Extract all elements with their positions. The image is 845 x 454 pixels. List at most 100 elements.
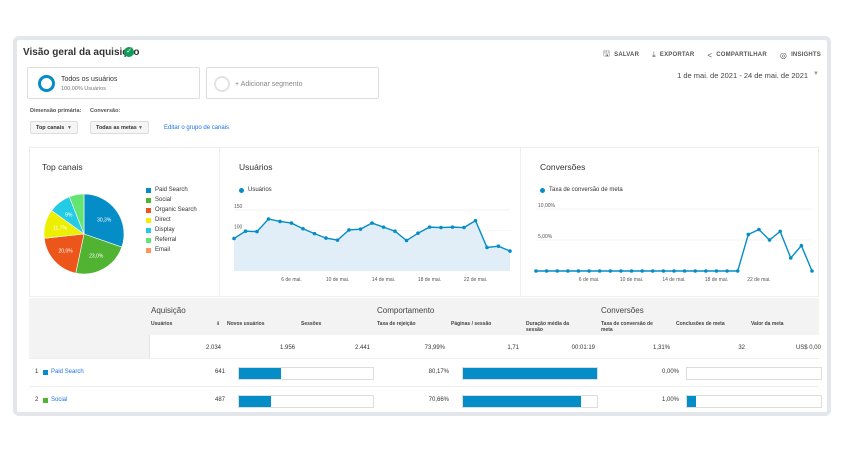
column-sessions[interactable]: Sessões bbox=[301, 321, 322, 327]
data-point[interactable] bbox=[544, 269, 549, 273]
save-button[interactable]: 🖫 SALVAR bbox=[603, 48, 639, 62]
legend-label: Referral bbox=[155, 237, 177, 243]
data-point[interactable] bbox=[555, 269, 560, 273]
data-point[interactable] bbox=[370, 221, 374, 225]
primary-dimension-select[interactable]: Top canais ▼ bbox=[30, 121, 78, 134]
conversion-value: 0,00% bbox=[661, 369, 679, 375]
data-point[interactable] bbox=[629, 269, 634, 273]
column-new-users[interactable]: Novos usuários bbox=[227, 321, 265, 327]
data-point[interactable] bbox=[381, 225, 386, 229]
data-point[interactable] bbox=[232, 236, 236, 241]
data-point[interactable] bbox=[799, 243, 804, 248]
data-point[interactable] bbox=[358, 227, 363, 231]
legend-item-display: Display bbox=[146, 225, 197, 235]
column-goal-conversion-rate[interactable]: Taxa de conversão de meta bbox=[601, 321, 653, 333]
channel-link[interactable]: Paid Search bbox=[51, 369, 84, 375]
data-point[interactable] bbox=[608, 269, 613, 273]
x-tick-label: 18 de mai. bbox=[705, 277, 728, 283]
column-goal-value[interactable]: Valor da meta bbox=[751, 321, 784, 327]
data-point[interactable] bbox=[746, 232, 751, 237]
bounce-value: 80,17% bbox=[428, 369, 449, 375]
pie-slice-referral[interactable] bbox=[68, 193, 85, 235]
data-point[interactable] bbox=[576, 269, 581, 273]
data-point[interactable] bbox=[324, 236, 328, 240]
data-point[interactable] bbox=[725, 269, 729, 273]
column-pages-session[interactable]: Páginas / sessão bbox=[451, 321, 492, 327]
total-3: 73,99% bbox=[424, 345, 445, 351]
data-point[interactable] bbox=[735, 269, 740, 273]
data-point[interactable] bbox=[810, 269, 814, 273]
data-point[interactable] bbox=[566, 269, 570, 273]
data-point[interactable] bbox=[335, 238, 340, 242]
data-point[interactable] bbox=[640, 269, 644, 273]
legend-label: Social bbox=[155, 197, 172, 203]
data-point[interactable] bbox=[597, 269, 602, 273]
share-button[interactable]: < COMPARTILHAR bbox=[707, 48, 767, 62]
data-point[interactable] bbox=[672, 269, 676, 273]
data-point[interactable] bbox=[301, 226, 305, 231]
data-point[interactable] bbox=[450, 225, 455, 229]
legend-swatch bbox=[146, 187, 151, 193]
segment-ring-icon bbox=[38, 75, 55, 92]
data-point[interactable] bbox=[312, 231, 317, 236]
column-goal-completions[interactable]: Conclusões de meta bbox=[676, 321, 725, 327]
segment-all-users[interactable]: Todos os usuários 100,00% Usuários bbox=[27, 67, 200, 99]
data-point[interactable] bbox=[243, 229, 248, 233]
pie-slice-paid-search[interactable] bbox=[83, 193, 125, 248]
save-label: SALVAR bbox=[614, 52, 640, 58]
data-point[interactable] bbox=[693, 269, 698, 273]
sort-desc-icon[interactable]: ⬇ bbox=[216, 321, 221, 327]
data-point[interactable] bbox=[462, 225, 466, 230]
segment-name: Todos os usuários bbox=[61, 76, 118, 83]
x-tick-label: 6 de mai. bbox=[281, 277, 302, 283]
data-point[interactable] bbox=[255, 229, 259, 234]
x-tick-label: 18 de mai. bbox=[418, 277, 441, 283]
date-range-picker[interactable]: 1 de mai. de 2021 - 24 de mai. de 2021 ▼ bbox=[677, 71, 819, 80]
data-point[interactable] bbox=[788, 256, 793, 260]
data-point[interactable] bbox=[534, 269, 538, 273]
data-point[interactable] bbox=[587, 269, 591, 273]
data-point[interactable] bbox=[714, 269, 719, 273]
data-point[interactable] bbox=[650, 269, 655, 273]
data-point[interactable] bbox=[508, 249, 512, 253]
data-point[interactable] bbox=[278, 219, 282, 224]
pie-slice-organic-search[interactable] bbox=[43, 233, 85, 274]
pie-slice-social[interactable] bbox=[75, 233, 123, 275]
data-point[interactable] bbox=[661, 269, 666, 273]
data-point[interactable] bbox=[619, 269, 623, 273]
edit-channel-group-link[interactable]: Editar o grupo de canais bbox=[164, 125, 230, 131]
table-row[interactable]: 1 Paid Search 641 80,17% 0,00% bbox=[29, 358, 822, 386]
conversion-value: 1,00% bbox=[661, 397, 679, 403]
insights-button[interactable]: ◎ INSIGHTS bbox=[780, 48, 821, 62]
data-point[interactable] bbox=[473, 218, 478, 223]
column-avg-session-duration[interactable]: Duração média da sessão bbox=[526, 321, 570, 333]
conversion-value: Todas as metas bbox=[96, 124, 137, 131]
data-point[interactable] bbox=[682, 269, 687, 273]
data-point[interactable] bbox=[757, 227, 761, 232]
share-icon: < bbox=[707, 50, 713, 60]
data-point[interactable] bbox=[778, 229, 782, 234]
users-bar bbox=[238, 367, 374, 380]
table-row[interactable]: 2 Social 487 70,66% 1,00% bbox=[29, 386, 822, 412]
data-point[interactable] bbox=[496, 244, 501, 249]
channel-link[interactable]: Social bbox=[51, 397, 68, 403]
data-point[interactable] bbox=[427, 225, 432, 229]
conversion-select[interactable]: Todas as metas ▼ bbox=[90, 121, 149, 134]
column-bounce-rate[interactable]: Taxa de rejeição bbox=[377, 321, 416, 327]
data-point[interactable] bbox=[485, 245, 489, 250]
export-button[interactable]: ⤓ EXPORTAR bbox=[652, 48, 694, 62]
data-point[interactable] bbox=[404, 238, 409, 243]
data-point[interactable] bbox=[289, 221, 294, 225]
users-bar-fill bbox=[239, 396, 272, 407]
channel-swatch bbox=[43, 370, 48, 375]
data-point[interactable] bbox=[347, 228, 351, 232]
data-point[interactable] bbox=[416, 231, 420, 236]
add-segment-button[interactable]: + Adicionar segmento bbox=[206, 67, 379, 99]
data-point[interactable] bbox=[439, 225, 443, 230]
data-point[interactable] bbox=[266, 217, 271, 221]
data-point[interactable] bbox=[767, 238, 772, 242]
column-users[interactable]: Usuários bbox=[151, 321, 173, 327]
data-point[interactable] bbox=[704, 269, 708, 273]
data-point[interactable] bbox=[393, 229, 397, 233]
total-7: 32 bbox=[738, 345, 745, 351]
